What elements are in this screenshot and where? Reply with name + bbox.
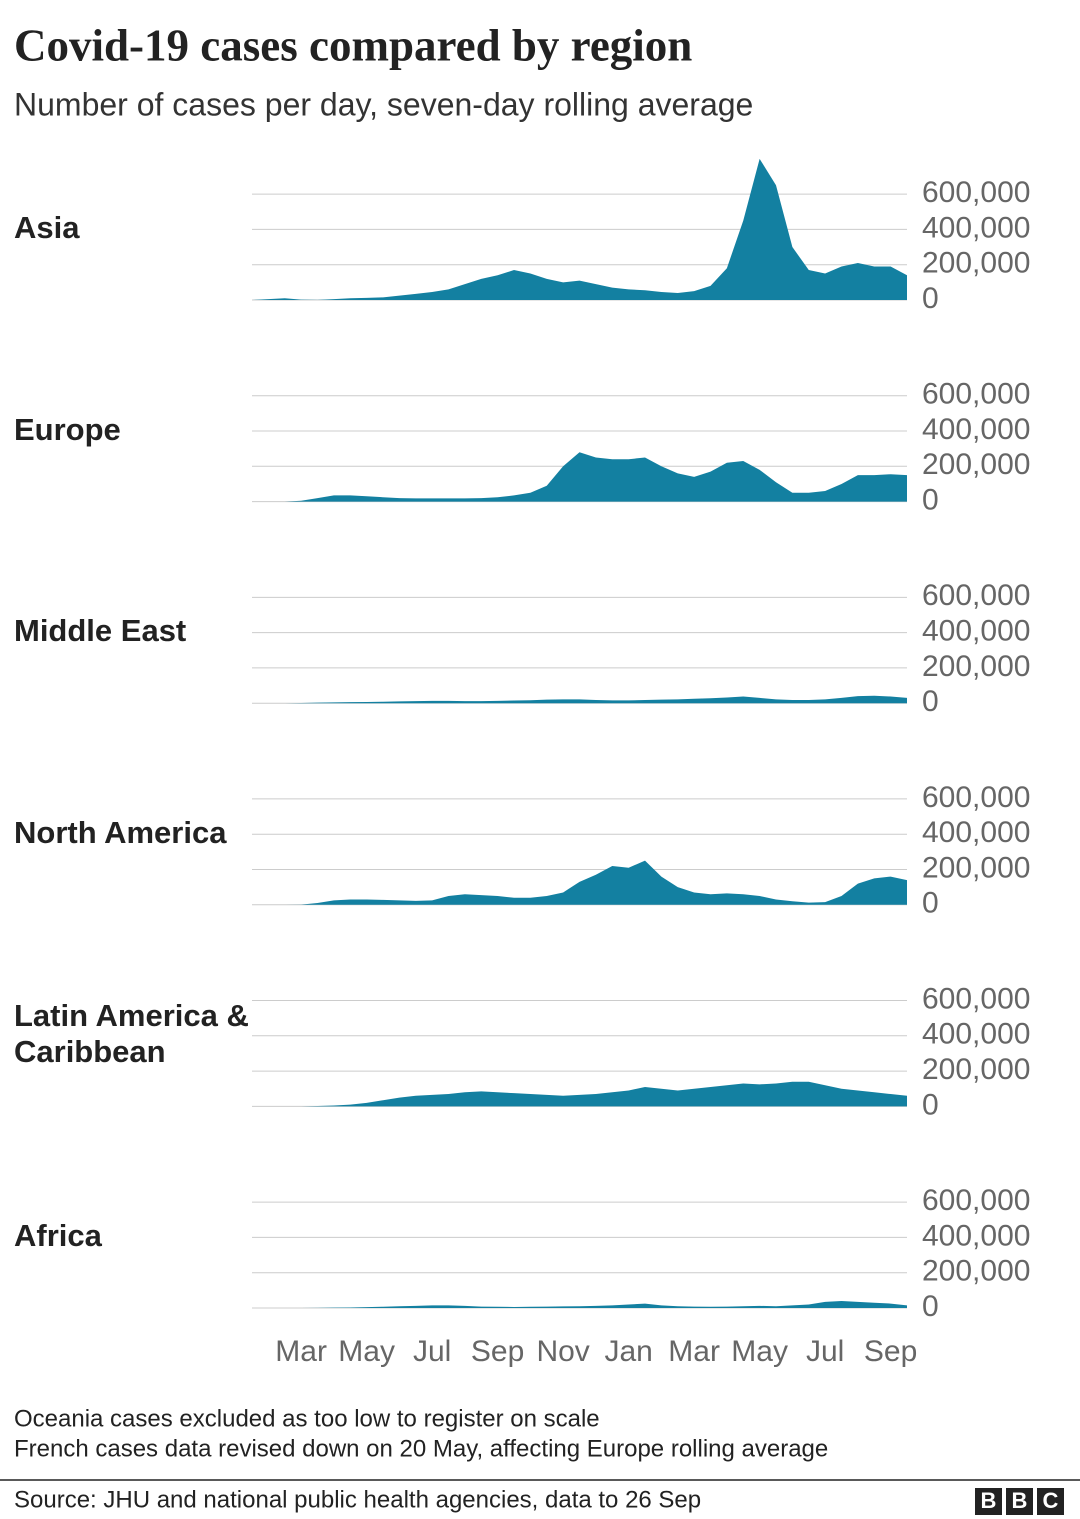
region-label: Asia bbox=[14, 210, 80, 245]
area bbox=[252, 860, 907, 905]
x-tick-label: May bbox=[338, 1335, 395, 1368]
y-tick-label: 0 bbox=[922, 887, 939, 920]
y-tick-label: 400,000 bbox=[922, 615, 1030, 648]
area bbox=[252, 1300, 907, 1308]
y-tick-label: 200,000 bbox=[922, 851, 1030, 884]
logo: B bbox=[1012, 1488, 1028, 1513]
y-tick-label: 0 bbox=[922, 484, 939, 517]
region-label: Europe bbox=[14, 411, 121, 447]
y-tick-label: 200,000 bbox=[922, 650, 1030, 683]
y-tick-label: 200,000 bbox=[922, 1255, 1030, 1288]
y-tick-label: 400,000 bbox=[922, 816, 1030, 849]
y-tick-label: 0 bbox=[922, 1088, 939, 1121]
logo-box bbox=[1037, 1488, 1064, 1515]
y-tick-label: 200,000 bbox=[922, 1053, 1030, 1086]
logo: C bbox=[1043, 1488, 1059, 1513]
logo: B bbox=[981, 1488, 997, 1513]
y-tick-label: 400,000 bbox=[922, 211, 1030, 244]
y-tick-label: 600,000 bbox=[922, 378, 1030, 411]
area bbox=[252, 158, 907, 300]
y-tick-label: 400,000 bbox=[922, 1219, 1030, 1252]
y-tick-label: 200,000 bbox=[922, 448, 1030, 481]
y-tick-label: 400,000 bbox=[922, 413, 1030, 446]
footnote: Oceania cases excluded as too low to reg… bbox=[14, 1405, 600, 1432]
y-tick-label: 600,000 bbox=[922, 781, 1030, 814]
area bbox=[252, 452, 907, 502]
y-tick-label: 200,000 bbox=[922, 247, 1030, 280]
x-tick-label: Jul bbox=[806, 1335, 844, 1368]
x-tick-label: Nov bbox=[536, 1335, 589, 1368]
x-tick-label: Mar bbox=[275, 1335, 327, 1368]
chart-subtitle: Number of cases per day, seven-day rolli… bbox=[14, 86, 753, 122]
y-tick-label: 0 bbox=[922, 685, 939, 718]
chart-title: Covid-19 cases compared by region bbox=[14, 20, 692, 70]
region-label: Africa bbox=[14, 1218, 102, 1253]
y-tick-label: 600,000 bbox=[922, 1184, 1030, 1217]
x-tick-label: Jul bbox=[413, 1335, 451, 1368]
area bbox=[252, 1081, 907, 1107]
y-tick-label: 600,000 bbox=[922, 982, 1030, 1015]
y-tick-label: 600,000 bbox=[922, 176, 1030, 209]
y-tick-label: 0 bbox=[922, 1290, 939, 1323]
x-tick-label: Jan bbox=[604, 1335, 652, 1368]
logo-box bbox=[975, 1488, 1002, 1515]
region-label: North America bbox=[14, 814, 227, 850]
x-tick-label: Sep bbox=[471, 1335, 524, 1368]
source: Source: JHU and national public health a… bbox=[14, 1486, 701, 1513]
region-label: Middle East bbox=[14, 613, 187, 649]
y-tick-label: 600,000 bbox=[922, 579, 1030, 612]
y-tick-label: 400,000 bbox=[922, 1018, 1030, 1051]
footnote: French cases data revised down on 20 May… bbox=[14, 1435, 828, 1462]
x-tick-label: Sep bbox=[864, 1335, 917, 1368]
logo-box bbox=[1006, 1488, 1033, 1515]
x-tick-label: Mar bbox=[668, 1335, 720, 1368]
x-tick-label: May bbox=[731, 1335, 788, 1368]
region-label: Latin America & Caribbean bbox=[14, 998, 249, 1070]
area bbox=[252, 695, 907, 704]
y-tick-label: 0 bbox=[922, 282, 939, 315]
